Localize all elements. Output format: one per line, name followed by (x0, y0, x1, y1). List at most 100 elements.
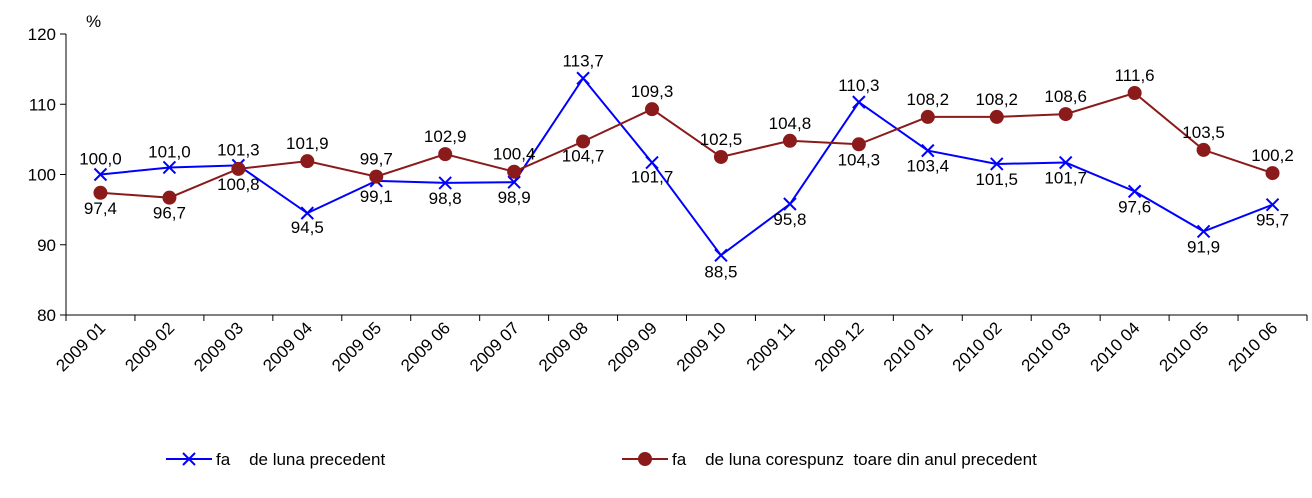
data-point-circle (162, 190, 177, 205)
data-point-circle (782, 133, 797, 148)
legend-marker-x (182, 452, 196, 466)
legend-label-blue: fa de luna precedent (216, 450, 385, 469)
data-label: 102,9 (424, 127, 467, 146)
data-point-x (507, 175, 521, 189)
x-tick-label: 2009 02 (121, 318, 178, 375)
data-label: 100,0 (79, 150, 122, 169)
data-label: 104,3 (838, 150, 881, 169)
data-point-x (93, 167, 108, 182)
data-point-circle (1265, 166, 1280, 181)
data-point-circle (438, 147, 453, 162)
data-point-circle (369, 169, 384, 184)
data-label: 101,7 (631, 168, 674, 187)
data-label: 97,4 (84, 199, 117, 218)
data-label: 108,2 (975, 90, 1018, 109)
data-point-circle (1058, 107, 1073, 122)
data-label: 102,5 (700, 130, 743, 149)
data-point-x (438, 176, 452, 190)
series-yearly: 97,4 96,7 100,8 101,9 99,7 102,9 100,4 104,7 109… (84, 66, 1294, 223)
data-label: 108,6 (1044, 87, 1087, 106)
data-point-x (714, 248, 728, 262)
data-label: 104,8 (769, 114, 812, 133)
data-label: 91,9 (1187, 237, 1220, 256)
y-tick-label: 110 (29, 95, 56, 114)
data-label: 95,8 (773, 210, 806, 229)
data-point-circle (1196, 142, 1211, 157)
data-point-x (990, 157, 1004, 171)
data-point-x (645, 155, 659, 170)
data-label: 101,7 (1044, 169, 1087, 188)
x-tick-label: 2009 01 (52, 318, 109, 375)
legend-item-red: fa de luna corespunz toare din anul prec… (622, 450, 1037, 469)
data-point-circle (507, 164, 522, 179)
data-label: 109,3 (631, 82, 674, 101)
x-tick-label: 2009 06 (397, 318, 454, 375)
x-tick-label: 2009 03 (190, 318, 247, 375)
series-line (100, 76, 1273, 257)
data-label: 111,6 (1115, 66, 1155, 85)
data-point-circle (713, 149, 728, 164)
x-tick-label: 2010 06 (1224, 318, 1281, 375)
data-point-circle (851, 137, 866, 152)
data-point-x (1196, 224, 1211, 239)
legend: fa de luna precedent fa de luna corespun… (166, 450, 1037, 469)
data-point-x (1265, 198, 1280, 212)
data-point-x (1058, 155, 1073, 170)
data-label: 88,5 (704, 262, 737, 281)
data-label: 97,6 (1118, 197, 1151, 216)
data-point-circle (300, 154, 315, 169)
x-tick-label: 2009 10 (673, 318, 730, 375)
data-point-circle (989, 109, 1004, 124)
data-point-x (300, 206, 315, 220)
x-tick-label: 2009 05 (328, 318, 385, 375)
data-point-x (1127, 184, 1142, 199)
series-monthly: 100,0 101,0 101,3 94,5 99,1 98,8 98,9 113,7 101,… (79, 51, 1289, 281)
y-tick-label: 90 (37, 236, 56, 255)
y-axis-unit-label: % (86, 12, 101, 31)
data-label: 95,7 (1256, 211, 1289, 230)
data-label: 96,7 (153, 204, 186, 223)
x-tick-label: 2009 07 (466, 318, 523, 375)
data-label: 110,3 (838, 76, 879, 95)
series-group: 100,0 101,0 101,3 94,5 99,1 98,8 98,9 113,7 101,… (79, 51, 1294, 281)
x-tick-label: 2009 11 (743, 318, 799, 374)
x-tick-label: 2010 05 (1156, 318, 1213, 375)
legend-item-blue: fa de luna precedent (166, 450, 385, 469)
data-label: 98,8 (429, 189, 462, 208)
x-tick-label: 2010 02 (949, 318, 1006, 375)
data-point-circle (93, 185, 108, 200)
x-tick-label: 2009 08 (535, 318, 592, 375)
data-point-x (576, 71, 590, 85)
data-label: 100,2 (1251, 146, 1294, 165)
data-label: 98,9 (498, 188, 531, 207)
data-point-circle (576, 134, 591, 149)
axes (60, 33, 1308, 321)
data-label: 100,4 (493, 145, 536, 164)
series-line (100, 91, 1273, 199)
data-point-circle (1127, 86, 1142, 101)
data-point-x (162, 160, 177, 175)
y-tick-label: 100 (28, 166, 56, 185)
data-label: 103,4 (907, 157, 950, 176)
data-label: 94,5 (291, 218, 324, 237)
x-tick-label: 2010 01 (880, 318, 937, 375)
data-label: 101,5 (975, 170, 1018, 189)
data-label: 101,0 (148, 142, 191, 161)
data-point-x (921, 143, 935, 158)
data-label: 99,1 (360, 187, 393, 206)
data-label: 103,5 (1182, 123, 1225, 142)
legend-marker-circle (638, 452, 652, 466)
data-label: 99,7 (360, 150, 393, 169)
data-label: 104,7 (562, 146, 605, 165)
y-tick-label: 80 (37, 306, 56, 325)
data-point-circle (231, 161, 246, 176)
data-point-circle (645, 102, 660, 117)
x-tick-label: 2009 04 (259, 318, 316, 375)
x-tick-label: 2009 12 (811, 318, 868, 375)
x-tick-label: 2010 03 (1018, 318, 1075, 375)
data-label: 100,8 (217, 175, 260, 194)
x-tick-label: 2009 09 (604, 318, 661, 375)
data-label: 113,7 (562, 51, 603, 70)
